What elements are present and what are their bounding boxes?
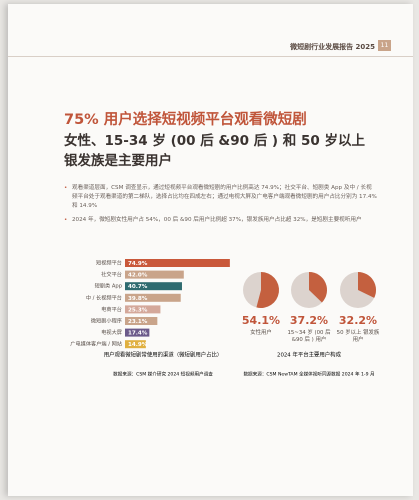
bar-value-label: 25.3% bbox=[128, 307, 148, 313]
pie-slice bbox=[358, 272, 376, 298]
bar-category: 中 / 长视频平台 bbox=[86, 293, 122, 301]
headline: 银发族是主要用户 bbox=[64, 153, 172, 169]
bar-value-label: 74.9% bbox=[128, 261, 148, 267]
bar bbox=[125, 293, 181, 302]
bar-value-label: 39.8% bbox=[128, 296, 148, 302]
pie-category: 50 岁以上 银发族用户 bbox=[336, 330, 380, 343]
bar-category: 广电媒体客户端 / 网站 bbox=[70, 340, 122, 348]
headline: 75% 用户选择短视频平台观看微短剧 bbox=[64, 112, 307, 128]
bar bbox=[125, 328, 150, 337]
chart-caption: 2024 年平台主要用户构成 bbox=[277, 351, 342, 359]
charts: 短视频平台 74.9% 社交平台 42.0% 短剧类 App 40.7% 中 / 长视频平台… bbox=[70, 259, 377, 378]
bar bbox=[125, 305, 161, 314]
pie-value-label: 32.2% bbox=[339, 314, 377, 327]
bar-category: 短视频平台 bbox=[96, 259, 122, 267]
bullet: 2024 年，微短剧女性用户占 54%，00 后 &90 后用户比例超 37%，… bbox=[64, 216, 377, 225]
bullet: 观看渠道层面，CSM 调查显示，通过短视频平台观看微短剧的用户比例高达 74.9… bbox=[64, 184, 377, 211]
pie-value-label: 54.1% bbox=[242, 314, 280, 327]
pie-value-label: 37.2% bbox=[290, 314, 328, 327]
page-number: 11 bbox=[378, 40, 391, 51]
bar-category: 电视大屏 bbox=[101, 328, 122, 336]
header-rule bbox=[8, 56, 413, 57]
header-title: 微短剧行业发展报告 2025 bbox=[290, 43, 375, 51]
bar bbox=[125, 340, 146, 349]
document-page: 微短剧行业发展报告 2025 11 75% 用户选择短视频平台观看微短剧 女性、… bbox=[8, 4, 413, 496]
bar-value-label: 23.1% bbox=[128, 319, 148, 325]
pie-slice bbox=[309, 272, 328, 303]
bar-value-label: 14.9% bbox=[128, 342, 148, 348]
chart-caption: 用户观看微短剧常使用的渠道（微短剧用户占比） bbox=[104, 351, 223, 359]
bar-category: 短剧类 App bbox=[95, 282, 123, 290]
bar-value-label: 17.4% bbox=[128, 331, 148, 337]
chart-source: 数据来源：CSM 媒介研究 2024 短视频用户调查 bbox=[113, 371, 213, 378]
bar bbox=[125, 270, 184, 279]
chart-source: 数据来源：CSM NewTAM 全媒体视听同源数据 2024 年 1-9 月 bbox=[243, 371, 374, 378]
headline: 女性、15-34 岁 (00 后 &90 后 ) 和 50 岁以上 bbox=[64, 133, 365, 149]
bar-category: 电商平台 bbox=[101, 305, 122, 313]
bar bbox=[125, 317, 158, 325]
bar-value-label: 40.7% bbox=[128, 284, 148, 290]
bar bbox=[125, 282, 182, 291]
pie-category: 女性用户 bbox=[250, 330, 272, 336]
bar bbox=[125, 259, 230, 267]
bar-category: 社交平台 bbox=[101, 270, 122, 278]
bar-value-label: 42.0% bbox=[128, 273, 148, 279]
bar-category: 微短剧小程序 bbox=[91, 317, 122, 325]
pie-slice bbox=[256, 272, 280, 309]
pie-category: 15~34 岁 (00 后 &90 后 ) 用户 bbox=[287, 330, 331, 343]
